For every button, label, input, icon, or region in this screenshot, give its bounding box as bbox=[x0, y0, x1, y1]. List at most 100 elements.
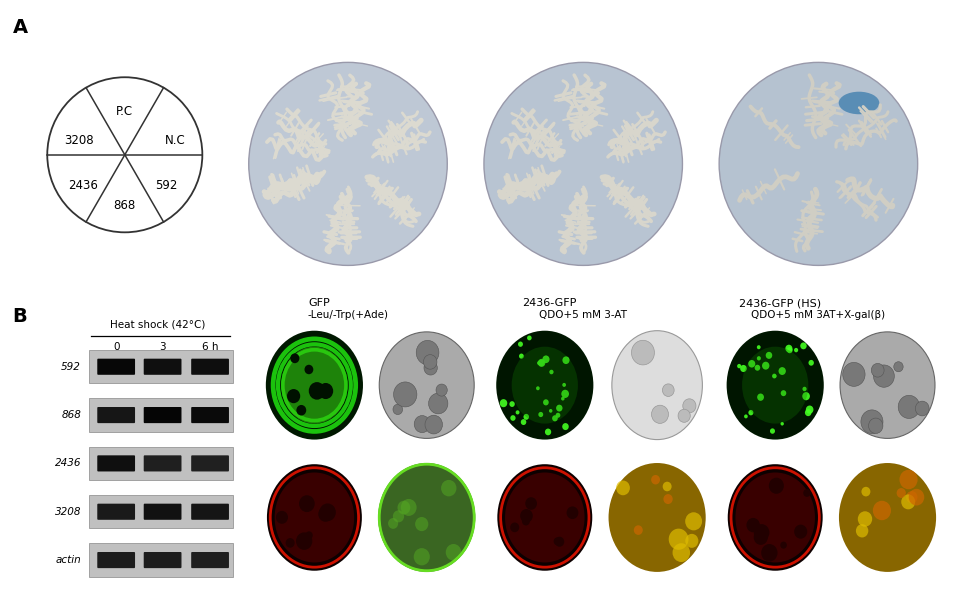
Ellipse shape bbox=[728, 464, 823, 571]
Ellipse shape bbox=[772, 374, 777, 378]
Ellipse shape bbox=[570, 509, 578, 517]
Ellipse shape bbox=[779, 367, 786, 375]
Ellipse shape bbox=[505, 472, 585, 563]
Ellipse shape bbox=[780, 390, 786, 396]
Ellipse shape bbox=[900, 470, 918, 489]
Ellipse shape bbox=[527, 336, 532, 341]
Ellipse shape bbox=[749, 410, 754, 415]
Ellipse shape bbox=[735, 472, 815, 563]
Text: Heat shock (42°C): Heat shock (42°C) bbox=[109, 320, 205, 330]
Ellipse shape bbox=[415, 517, 428, 531]
Ellipse shape bbox=[297, 405, 306, 416]
Text: -Leu/-Trp(+Ade): -Leu/-Trp(+Ade) bbox=[307, 310, 389, 319]
Ellipse shape bbox=[673, 543, 690, 562]
Ellipse shape bbox=[511, 415, 516, 421]
Ellipse shape bbox=[484, 63, 683, 265]
Ellipse shape bbox=[539, 360, 544, 366]
FancyBboxPatch shape bbox=[191, 455, 228, 472]
Ellipse shape bbox=[393, 404, 402, 415]
Text: 3208: 3208 bbox=[55, 507, 81, 517]
Ellipse shape bbox=[519, 353, 524, 359]
Text: QDO+5 mM 3AT+X-gal(β): QDO+5 mM 3AT+X-gal(β) bbox=[752, 310, 885, 319]
Ellipse shape bbox=[249, 63, 447, 265]
Ellipse shape bbox=[669, 529, 688, 550]
Ellipse shape bbox=[805, 405, 813, 414]
FancyBboxPatch shape bbox=[97, 455, 135, 472]
Ellipse shape bbox=[683, 399, 696, 413]
Ellipse shape bbox=[899, 395, 920, 418]
Ellipse shape bbox=[393, 510, 404, 523]
Ellipse shape bbox=[394, 382, 417, 407]
Text: 2436: 2436 bbox=[55, 458, 81, 469]
Ellipse shape bbox=[794, 524, 807, 538]
FancyBboxPatch shape bbox=[191, 552, 228, 568]
Ellipse shape bbox=[304, 365, 313, 375]
FancyBboxPatch shape bbox=[97, 552, 135, 568]
Ellipse shape bbox=[281, 347, 348, 424]
Ellipse shape bbox=[727, 331, 824, 439]
Ellipse shape bbox=[379, 332, 474, 438]
Ellipse shape bbox=[543, 399, 549, 405]
Text: B: B bbox=[12, 307, 27, 325]
Ellipse shape bbox=[445, 544, 461, 561]
Ellipse shape bbox=[542, 356, 549, 363]
Ellipse shape bbox=[744, 415, 748, 418]
Ellipse shape bbox=[414, 548, 430, 565]
Ellipse shape bbox=[539, 412, 543, 417]
Ellipse shape bbox=[872, 364, 884, 377]
Text: 592: 592 bbox=[61, 362, 81, 371]
Bar bbox=[89, 495, 232, 528]
Ellipse shape bbox=[537, 361, 540, 365]
Text: 0: 0 bbox=[113, 342, 119, 352]
Ellipse shape bbox=[873, 501, 891, 520]
FancyBboxPatch shape bbox=[144, 504, 181, 520]
Ellipse shape bbox=[552, 415, 558, 421]
Ellipse shape bbox=[309, 382, 325, 399]
Ellipse shape bbox=[769, 478, 784, 494]
Ellipse shape bbox=[562, 390, 569, 398]
Ellipse shape bbox=[785, 345, 792, 352]
Ellipse shape bbox=[428, 393, 448, 414]
Ellipse shape bbox=[808, 360, 814, 365]
FancyBboxPatch shape bbox=[191, 504, 228, 520]
Ellipse shape bbox=[761, 544, 778, 561]
Ellipse shape bbox=[754, 524, 770, 541]
Ellipse shape bbox=[510, 401, 515, 407]
Bar bbox=[89, 350, 232, 383]
Ellipse shape bbox=[773, 375, 777, 378]
Ellipse shape bbox=[318, 383, 333, 399]
Ellipse shape bbox=[549, 409, 552, 413]
Ellipse shape bbox=[748, 360, 756, 368]
FancyBboxPatch shape bbox=[97, 407, 135, 423]
FancyBboxPatch shape bbox=[144, 407, 181, 423]
Ellipse shape bbox=[803, 392, 810, 400]
Ellipse shape bbox=[856, 524, 868, 537]
Ellipse shape bbox=[737, 364, 741, 368]
FancyBboxPatch shape bbox=[144, 359, 181, 375]
Text: 592: 592 bbox=[155, 179, 178, 192]
Text: 868: 868 bbox=[113, 198, 136, 211]
Ellipse shape bbox=[609, 463, 706, 572]
Ellipse shape bbox=[874, 365, 895, 387]
Ellipse shape bbox=[266, 331, 363, 439]
Ellipse shape bbox=[803, 387, 806, 391]
Text: GFP: GFP bbox=[308, 299, 330, 308]
Ellipse shape bbox=[563, 383, 566, 387]
Text: actin: actin bbox=[56, 555, 81, 565]
Text: 2436: 2436 bbox=[68, 179, 98, 192]
Ellipse shape bbox=[523, 414, 529, 420]
Ellipse shape bbox=[296, 532, 312, 550]
Ellipse shape bbox=[497, 464, 592, 571]
Ellipse shape bbox=[275, 472, 354, 563]
Ellipse shape bbox=[906, 491, 918, 503]
Ellipse shape bbox=[423, 354, 437, 369]
Ellipse shape bbox=[522, 517, 530, 526]
Ellipse shape bbox=[520, 509, 533, 523]
Ellipse shape bbox=[787, 347, 793, 353]
Ellipse shape bbox=[755, 365, 760, 371]
Ellipse shape bbox=[740, 365, 747, 372]
Ellipse shape bbox=[861, 487, 871, 497]
Ellipse shape bbox=[766, 352, 772, 359]
Ellipse shape bbox=[549, 370, 554, 375]
Ellipse shape bbox=[401, 385, 415, 399]
